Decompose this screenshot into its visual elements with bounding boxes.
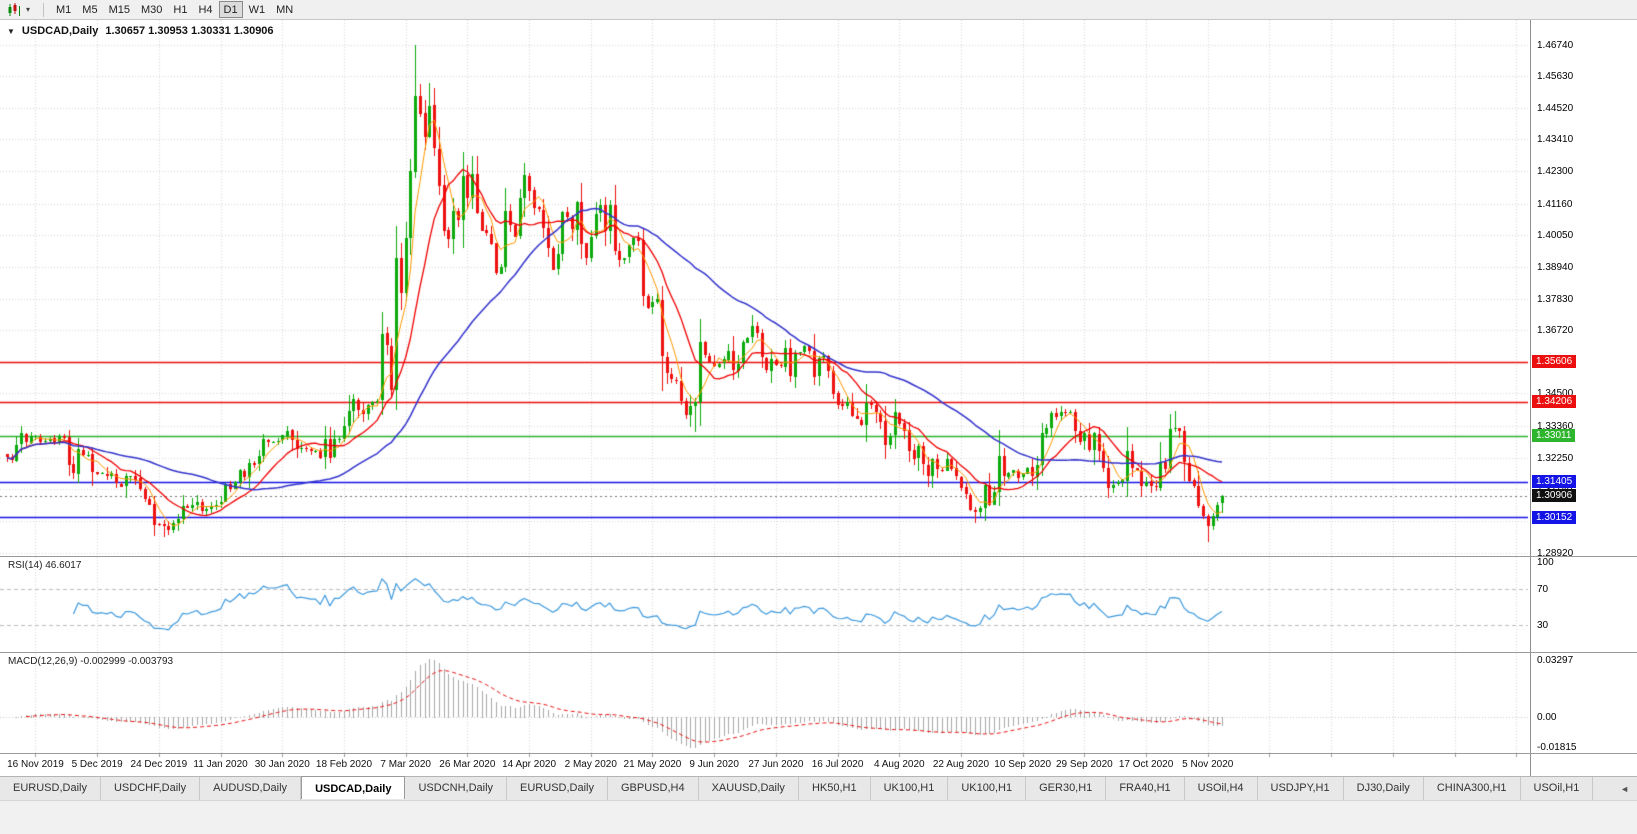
price-grid-label: 1.37830	[1537, 293, 1574, 305]
price-tag: 1.30152	[1532, 510, 1577, 524]
time-axis-label: 18 Feb 2020	[315, 759, 373, 770]
chart-collapse-icon[interactable]: ▼	[7, 26, 15, 36]
rsi-axis-label: 70	[1537, 583, 1549, 595]
chart-tab-audusd-daily[interactable]: AUDUSD,Daily	[200, 777, 302, 800]
price-axis-separator	[1530, 20, 1531, 776]
price-grid-label: 1.42300	[1537, 166, 1574, 178]
time-axis-label: 22 Aug 2020	[932, 759, 990, 770]
tabs-scroll-left-icon[interactable]: ◄	[1620, 784, 1629, 794]
chart-type-dropdown-icon[interactable]: ▾	[26, 5, 31, 14]
pane-divider-main-rsi[interactable]	[0, 556, 1637, 557]
rsi-indicator-label: RSI(14) 46.6017	[8, 560, 82, 571]
chart-tab-usoil-h1[interactable]: USOil,H1	[1520, 777, 1594, 800]
chart-ohlc-values: 1.30657 1.30953 1.30331 1.30906	[105, 25, 274, 37]
price-grid-label: 1.32250	[1537, 452, 1574, 464]
time-axis[interactable]: 16 Nov 2019 5 Dec 2019 24 Dec 2019 11 Jan 2…	[0, 753, 1530, 776]
time-axis-label: 27 Jun 2020	[748, 759, 804, 770]
time-axis-label: 14 Apr 2020	[502, 759, 557, 770]
macd-indicator-label: MACD(12,26,9) -0.002999 -0.003793	[8, 656, 174, 667]
chart-tab-uk100-h1[interactable]: UK100,H1	[948, 777, 1027, 800]
macd-axis-label: 0.00	[1537, 712, 1557, 724]
timeframe-button-m1[interactable]: M1	[56, 4, 72, 16]
time-axis-label: 30 Jan 2020	[254, 759, 310, 770]
chart-tab-usdjpy-h1[interactable]: USDJPY,H1	[1257, 777, 1344, 800]
rsi-axis-label: 100	[1537, 556, 1554, 568]
price-tag: 1.33011	[1532, 429, 1576, 443]
time-axis-label: 4 Aug 2020	[873, 759, 925, 770]
timeframe-button-group: M1 M5 M15 M30 H1 H4 D1 W1 MN	[51, 1, 298, 18]
price-grid-label: 1.38940	[1537, 261, 1574, 273]
price-grid-label: 1.44520	[1537, 102, 1574, 114]
time-axis-label: 29 Sep 2020	[1056, 759, 1113, 770]
macd-axis-label: 0.03297	[1537, 655, 1574, 666]
chart-tab-eurusd-daily[interactable]: EURUSD,Daily	[507, 777, 608, 800]
chart-title: ▼ USDCAD,Daily 1.30657 1.30953 1.30331 1…	[7, 25, 274, 37]
price-grid-label: 1.33360	[1537, 420, 1574, 432]
chart-tab-china300-h1[interactable]: CHINA300,H1	[1423, 777, 1521, 800]
price-grid-label: 1.43410	[1537, 134, 1574, 146]
timeframe-button-h1[interactable]: H1	[173, 4, 188, 16]
price-grid-label: 1.40050	[1537, 230, 1574, 242]
chart-tab-usdcad-daily[interactable]: USDCAD,Daily	[301, 776, 406, 799]
time-axis-label: 26 Mar 2020	[439, 759, 496, 770]
price-grid-label: 1.36720	[1537, 325, 1574, 337]
time-axis-label: 17 Oct 2020	[1118, 759, 1174, 770]
toolbar-separator	[43, 2, 44, 17]
timeframe-button-h4[interactable]: H4	[198, 4, 213, 16]
time-axis-label: 5 Dec 2019	[71, 759, 123, 770]
chart-tabs-bar: EURUSD,Daily USDCHF,Daily AUDUSD,Daily USDC…	[0, 776, 1637, 800]
price-grid-label: 1.34500	[1537, 388, 1574, 400]
chart-tab-hk50-h1[interactable]: HK50,H1	[798, 777, 871, 800]
time-axis-label: 10 Sep 2020	[994, 759, 1052, 770]
chart-canvas[interactable]	[0, 20, 1530, 776]
timeframe-button-m5[interactable]: M5	[82, 4, 98, 16]
chart-tab-usdcnh-daily[interactable]: USDCNH,Daily	[405, 777, 508, 800]
pane-divider-macd-dates	[0, 753, 1637, 754]
chart-tab-fra40-h1[interactable]: FRA40,H1	[1106, 777, 1185, 800]
price-tag: 1.34206	[1532, 395, 1577, 409]
timeframe-button-w1[interactable]: W1	[248, 4, 266, 16]
macd-axis-label: -0.01815	[1537, 742, 1577, 753]
price-grid-label: 1.28920	[1537, 547, 1574, 559]
chart-tab-ger30-h1[interactable]: GER30,H1	[1026, 777, 1107, 800]
timeframe-button-m30[interactable]: M30	[140, 4, 163, 16]
status-bar	[0, 800, 1637, 834]
pane-divider-rsi-macd[interactable]	[0, 652, 1637, 653]
chart-tab-dj30-daily[interactable]: DJ30,Daily	[1343, 777, 1424, 800]
time-axis-label: 16 Jul 2020	[811, 759, 864, 770]
chart-symbol-period: USDCAD,Daily	[21, 25, 99, 37]
chart-type-icon[interactable]	[4, 2, 24, 18]
time-axis-label: 24 Dec 2019	[130, 759, 188, 770]
time-axis-label: 11 Jan 2020	[193, 759, 248, 770]
time-axis-label: 2 May 2020	[564, 759, 617, 770]
price-tag: 1.30906	[1532, 489, 1577, 503]
chart-tab-uk100-h1[interactable]: UK100,H1	[870, 777, 949, 800]
rsi-axis-label: 30	[1537, 619, 1549, 631]
time-axis-label: 16 Nov 2019	[7, 759, 64, 770]
timeframes-toolbar: ▾ M1 M5 M15 M30 H1 H4 D1 W1 MN	[0, 0, 1637, 20]
chart-tab-eurusd-daily[interactable]: EURUSD,Daily	[0, 777, 101, 800]
price-grid-label: 1.41160	[1537, 198, 1573, 210]
time-axis-label: 9 Jun 2020	[689, 759, 739, 770]
time-axis-label: 5 Nov 2020	[1182, 759, 1234, 770]
price-grid-label: 1.46740	[1537, 39, 1574, 51]
chart-tab-usdchf-daily[interactable]: USDCHF,Daily	[100, 777, 201, 800]
price-tag: 1.31405	[1532, 475, 1577, 489]
time-axis-label: 7 Mar 2020	[380, 759, 431, 770]
price-grid-label: 1.45630	[1537, 71, 1574, 83]
timeframe-button-d1[interactable]: D1	[218, 1, 243, 18]
price-axis[interactable]: 1.46740 1.45630 1.44520 1.43410 1.42300 1.411…	[1530, 20, 1637, 776]
chart-tab-usoil-h4[interactable]: USOil,H4	[1184, 777, 1258, 800]
chart-tab-xauusd-daily[interactable]: XAUUSD,Daily	[698, 777, 799, 800]
timeframe-button-mn[interactable]: MN	[276, 4, 294, 16]
timeframe-button-m15[interactable]: M15	[108, 4, 130, 16]
price-tag: 1.35606	[1532, 355, 1577, 369]
time-axis-label: 21 May 2020	[623, 759, 682, 770]
chart-tab-gbpusd-h4[interactable]: GBPUSD,H4	[608, 777, 699, 800]
